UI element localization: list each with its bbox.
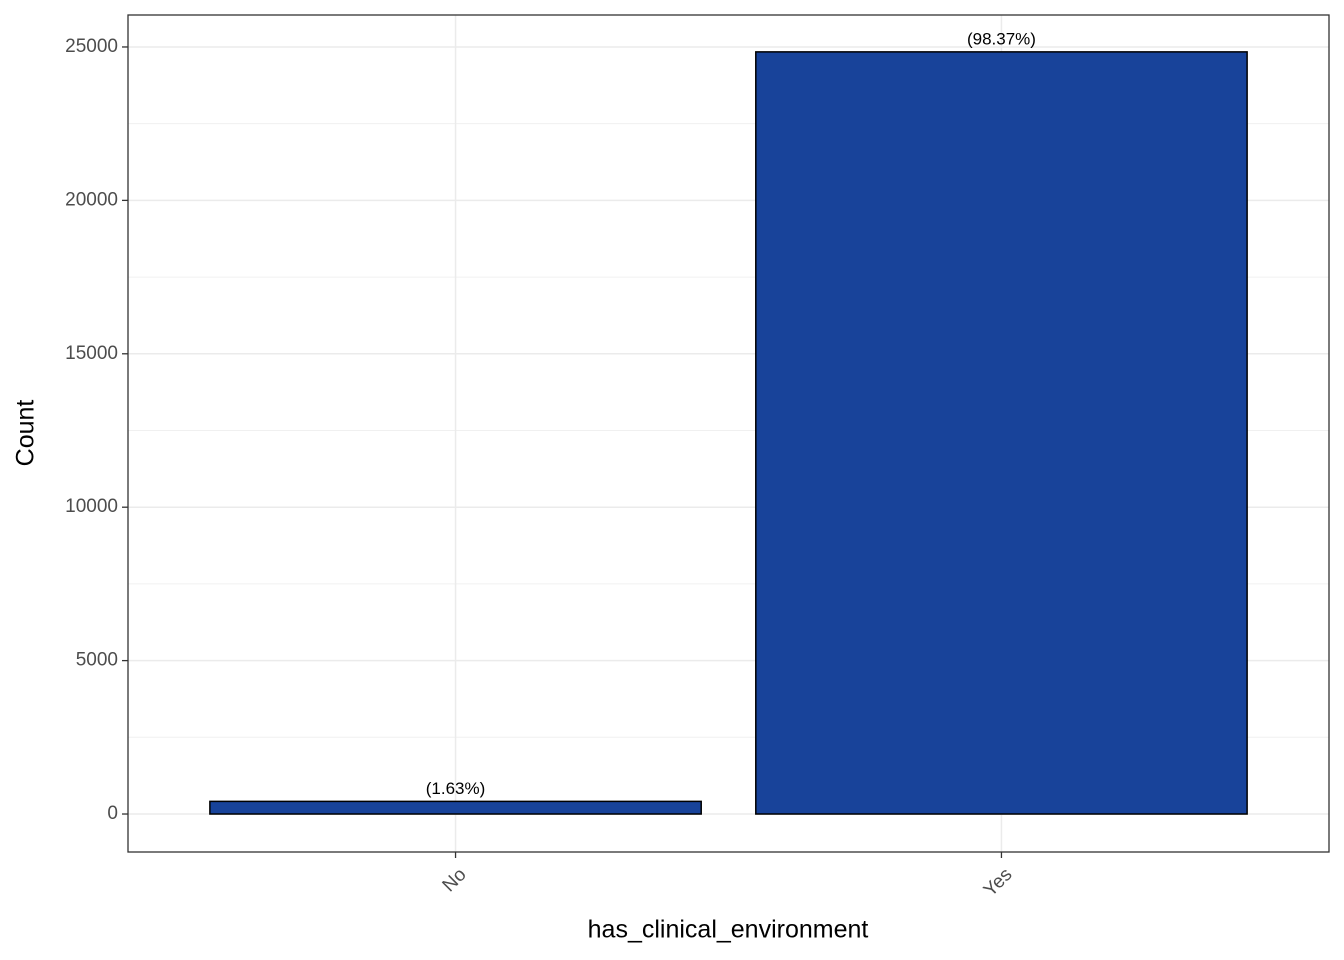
y-axis-title: Count [12,400,40,467]
x-axis-title: has_clinical_environment [588,916,869,944]
y-tick-label: 15000 [65,343,118,364]
panel-border [127,14,1330,853]
bar-label: (98.37%) [967,29,1036,48]
y-tick-label: 5000 [76,650,118,671]
marks [209,51,1248,815]
y-tick-label: 0 [107,803,118,824]
y-tick-label: 25000 [65,36,118,57]
y-tick-label: 20000 [65,189,118,210]
y-tick-label: 10000 [65,496,118,517]
bar [755,51,1248,815]
bar-label: (1.63%) [426,779,486,798]
bar [209,800,702,815]
